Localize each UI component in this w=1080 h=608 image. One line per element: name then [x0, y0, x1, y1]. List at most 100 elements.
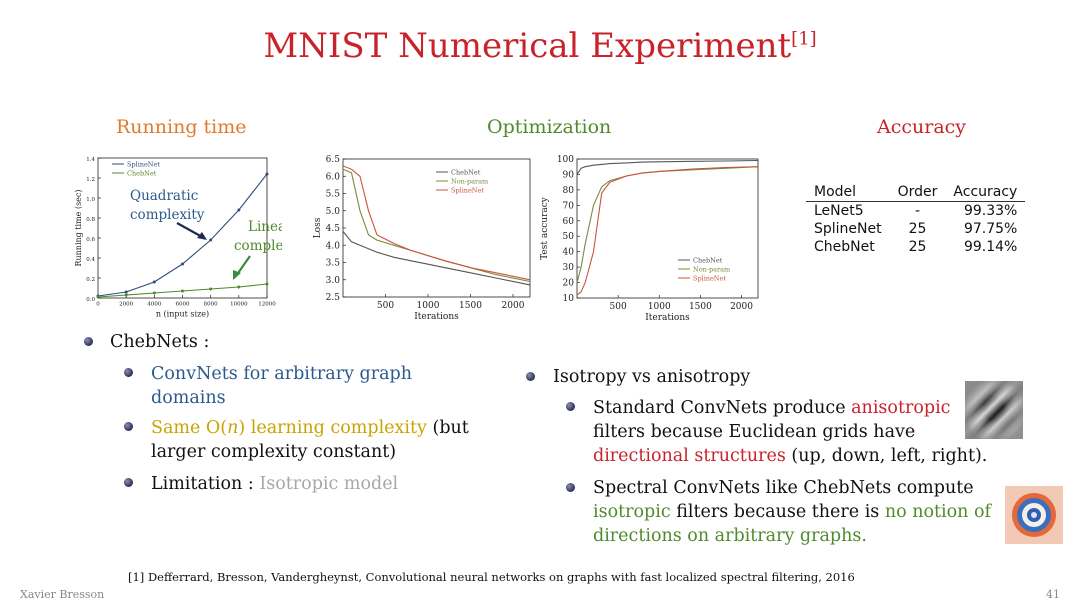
y-tick-label: 0.2: [86, 277, 95, 283]
y-tick-label: 0.0: [86, 297, 95, 303]
y-tick-label: 6.5: [326, 155, 341, 165]
y-tick-label: 50: [563, 232, 575, 242]
y-tick-label: 5.0: [326, 207, 341, 217]
optimization-header: Optimization: [487, 116, 612, 138]
x-tick-label: 1000: [648, 302, 671, 312]
data-point: [152, 291, 156, 295]
bullet-span: Same O(: [151, 418, 228, 438]
series-line-splinenet: [576, 166, 759, 296]
series-line-nonparam: [576, 166, 759, 283]
bullet-span: n: [227, 418, 239, 438]
annotation-quadratic: complexity: [130, 207, 205, 223]
table-header-order: Order: [889, 183, 946, 202]
y-tick-label: 1.4: [86, 157, 95, 163]
x-tick-label: 4000: [147, 302, 161, 308]
bullet-chebnets: ChebNets :: [110, 332, 210, 352]
legend-label: ChebNet: [127, 170, 157, 178]
title-ref: [1]: [791, 28, 817, 50]
bullet-convnets-graph: ConvNets for arbitrary graph domains: [151, 362, 412, 410]
series-line-splinenet: [342, 165, 531, 281]
bullet-limitation: Limitation : Isotropic model: [151, 472, 398, 496]
data-point: [265, 282, 269, 286]
x-tick-label: 2000: [502, 301, 525, 311]
y-tick-label: 80: [563, 186, 575, 196]
table-cell: LeNet5: [814, 203, 864, 219]
y-tick-label: 0.4: [86, 257, 95, 263]
anisotropic-filter-image: [965, 381, 1023, 439]
accuracy-table: Model Order Accuracy LeNet5 - 99.33% Spl…: [806, 183, 1026, 256]
data-point: [265, 172, 269, 176]
loss-chart: 2.5 3.0 3.5 4.0 4.5 5.0 5.5 6.0 6.5 500 1000 1500 20…: [312, 152, 534, 324]
y-tick-label: 3.0: [326, 276, 341, 286]
legend-label: SplineNet: [127, 161, 160, 169]
x-axis-label: Iterations: [645, 313, 690, 323]
x-tick-label: 500: [610, 302, 627, 312]
annotation-quadratic: Quadratic: [130, 188, 198, 204]
series-line-chebnet: [342, 231, 531, 286]
annotation-linear: Linear: [248, 219, 282, 235]
y-tick-label: 5.5: [326, 190, 341, 200]
data-point: [181, 262, 184, 266]
y-tick-label: 4.0: [326, 241, 341, 251]
table-cell: 97.75%: [963, 221, 1018, 237]
bullet-dot: [566, 483, 575, 492]
y-tick-label: 60: [563, 217, 575, 227]
y-tick-label: 6.0: [326, 172, 341, 182]
bullet-dot: [124, 478, 133, 487]
bullet-span: (up, down, left, right).: [785, 446, 988, 466]
table-row: LeNet5 - 99.33%: [806, 202, 1025, 221]
x-tick-label: 1000: [417, 301, 440, 311]
x-tick-label: 2000: [730, 302, 753, 312]
bullet-line: domains: [151, 388, 226, 408]
bullet-line: ConvNets for arbitrary graph: [151, 364, 412, 384]
loss-svg: 2.5 3.0 3.5 4.0 4.5 5.0 5.5 6.0 6.5 500 1000 1500 20…: [313, 155, 531, 322]
legend-label: Non-param: [451, 178, 488, 186]
y-axis-label: Loss: [313, 217, 323, 238]
table-header-row: Model Order Accuracy: [806, 183, 1026, 202]
bullet-spectral-convnets: Spectral ConvNets like ChebNets compute …: [593, 476, 991, 548]
annotation-linear: complexity: [234, 238, 282, 254]
bullet-dot: [124, 422, 133, 431]
y-tick-label: 90: [563, 170, 575, 180]
bullet-span: isotropic: [593, 502, 671, 522]
data-point: [124, 290, 128, 294]
test-accuracy-chart: 10 20 30 40 50 60 70 80 90 100 500 1000 1500 2000 Iter…: [536, 152, 762, 324]
series-line-chebnet: [576, 159, 759, 175]
bullet-span: directional structures: [593, 446, 786, 466]
data-point: [96, 295, 100, 299]
bullet-dot: [526, 372, 535, 381]
plot-frame: [97, 157, 268, 299]
bullet-span: filters because there is: [670, 502, 885, 522]
bullet-span: no notion of: [884, 502, 992, 522]
x-tick-label: 1500: [459, 301, 482, 311]
x-tick-label: 0: [96, 302, 100, 308]
y-tick-label: 0.6: [86, 237, 95, 243]
y-tick-label: 1.0: [86, 197, 95, 203]
x-axis-label: Iterations: [414, 312, 459, 322]
y-tick-label: 40: [563, 248, 575, 258]
accuracy-header: Accuracy: [877, 116, 967, 138]
data-point: [209, 238, 213, 242]
bullet-line: larger complexity constant): [151, 442, 397, 462]
data-point: [124, 293, 128, 297]
y-tick-label: 0.8: [86, 217, 95, 223]
footer-reference: [1] Defferrard, Bresson, Vandergheynst, …: [128, 570, 855, 584]
y-tick-label: 10: [563, 294, 575, 304]
bullet-span: anisotropic: [851, 398, 951, 418]
footer-author: Xavier Bresson: [20, 588, 105, 601]
table-row: ChebNet 25 99.14%: [806, 238, 1025, 256]
bullet-dot: [566, 402, 575, 411]
series-line-nonparam: [342, 168, 531, 283]
table-cell: 25: [908, 239, 927, 255]
page-number: 41: [1046, 588, 1060, 601]
table-cell: SplineNet: [814, 221, 882, 237]
y-tick-label: 30: [563, 263, 575, 273]
test-accuracy-svg: 10 20 30 40 50 60 70 80 90 100 500 1000 1500 2000 Iter…: [540, 155, 759, 323]
legend-label: ChebNet: [451, 169, 481, 177]
accuracy-table-wrap: Model Order Accuracy LeNet5 - 99.33% Spl…: [806, 183, 1026, 256]
running-time-header: Running time: [116, 116, 247, 138]
anisotropic-filter-svg: [965, 381, 1023, 439]
x-tick-label: 8000: [204, 302, 218, 308]
running-time-svg: 0.0 0.2 0.4 0.6 0.8 1.0 1.2 1.4 0 2000 4000 6000 800…: [74, 157, 282, 319]
data-point: [209, 287, 213, 291]
